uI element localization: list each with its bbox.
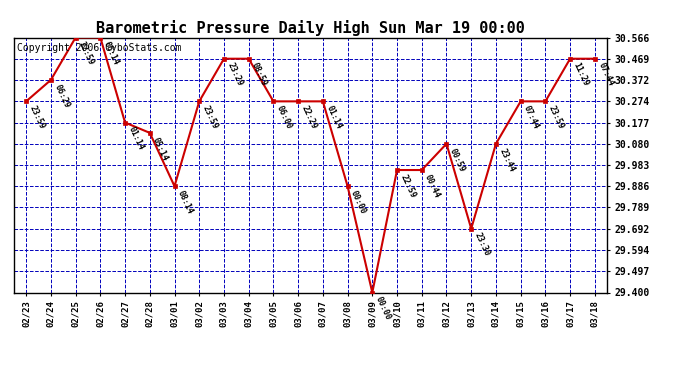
Text: 22:29: 22:29	[299, 104, 318, 130]
Text: 00:44: 00:44	[423, 173, 442, 199]
Text: 23:59: 23:59	[201, 104, 219, 130]
Text: 23:59: 23:59	[28, 104, 46, 130]
Text: 22:59: 22:59	[398, 173, 417, 199]
Text: 23:44: 23:44	[497, 147, 516, 173]
Text: 06:00: 06:00	[275, 104, 293, 130]
Text: 00:00: 00:00	[374, 295, 393, 322]
Text: 08:59: 08:59	[250, 62, 269, 88]
Text: 23:59: 23:59	[546, 104, 566, 130]
Text: 07:44: 07:44	[522, 104, 541, 130]
Text: 11:29: 11:29	[571, 62, 590, 88]
Text: 01:14: 01:14	[324, 104, 343, 130]
Text: 23:30: 23:30	[473, 231, 491, 258]
Text: 23:29: 23:29	[226, 62, 244, 88]
Text: 00:59: 00:59	[448, 147, 466, 173]
Text: 06:29: 06:29	[52, 83, 71, 109]
Text: 06:14: 06:14	[101, 40, 121, 67]
Title: Barometric Pressure Daily High Sun Mar 19 00:00: Barometric Pressure Daily High Sun Mar 1…	[96, 20, 525, 36]
Text: 05:14: 05:14	[151, 136, 170, 162]
Text: 08:14: 08:14	[176, 189, 195, 216]
Text: 22:59: 22:59	[77, 40, 96, 67]
Text: Copyright 2006 CyboStats.com: Copyright 2006 CyboStats.com	[17, 43, 181, 52]
Text: 07:44: 07:44	[596, 62, 615, 88]
Text: 00:00: 00:00	[349, 189, 368, 216]
Text: 01:14: 01:14	[126, 125, 145, 152]
